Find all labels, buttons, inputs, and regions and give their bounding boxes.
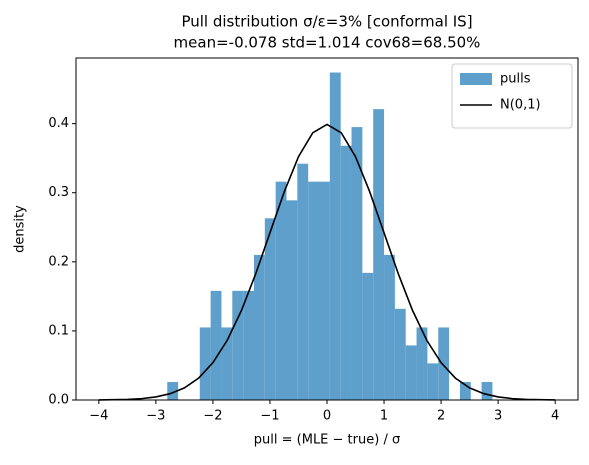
bar (297, 163, 309, 400)
x-tick-label: 0 (323, 409, 331, 424)
x-tick-label: 3 (494, 409, 502, 424)
bar (394, 308, 406, 400)
x-axis-label: pull = (MLE − true) / σ (254, 433, 400, 448)
bar (329, 72, 341, 400)
bar (253, 254, 265, 400)
bar (210, 290, 222, 400)
y-tick-label: 0.4 (48, 116, 69, 131)
y-tick-label: 0.2 (48, 254, 69, 269)
x-tick-label: −2 (203, 409, 222, 424)
x-tick-label: 1 (380, 409, 388, 424)
bar (275, 181, 287, 400)
y-axis-label: density (13, 205, 28, 253)
chart-title: Pull distribution σ/ε=3% [conformal IS] (181, 13, 472, 31)
legend-label: N(0,1) (500, 98, 541, 113)
bar (221, 327, 233, 400)
bar (243, 290, 254, 400)
bar (308, 181, 320, 400)
bar (167, 382, 179, 400)
x-tick-label: 4 (551, 409, 559, 424)
bar (373, 109, 385, 401)
bar (481, 382, 493, 400)
bar (362, 272, 374, 400)
bar (199, 327, 211, 400)
legend-swatch (460, 73, 492, 85)
bar (416, 327, 428, 400)
x-tick-label: −4 (89, 409, 108, 424)
bar (351, 127, 363, 400)
y-tick-label: 0.0 (48, 393, 69, 408)
bar (405, 345, 417, 400)
bar (384, 254, 395, 400)
bar (459, 382, 471, 400)
chart-subtitle: mean=-0.078 std=1.014 cov68=68.50% (174, 34, 481, 52)
legend-label: pulls (500, 72, 531, 87)
x-tick-label: 2 (437, 409, 445, 424)
bar (319, 181, 330, 400)
y-tick-label: 0.3 (48, 185, 69, 200)
bar (232, 290, 244, 400)
curve (98, 123, 556, 401)
bar (264, 218, 276, 400)
bar (340, 145, 352, 400)
bar (438, 327, 450, 400)
bar (427, 363, 439, 400)
x-tick-label: −3 (146, 409, 165, 424)
bar (286, 200, 298, 400)
y-tick-label: 0.1 (48, 323, 69, 338)
x-tick-label: −1 (260, 409, 279, 424)
